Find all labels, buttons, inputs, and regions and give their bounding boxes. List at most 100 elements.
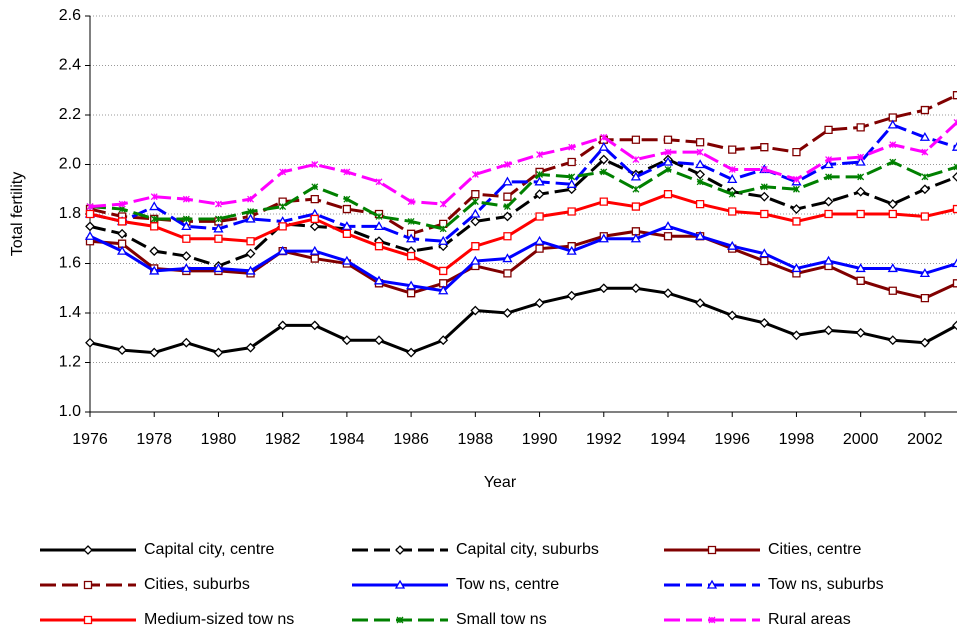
marker [631,202,641,211]
marker [662,221,674,231]
marker [760,143,769,152]
marker [181,251,192,261]
marker [695,138,705,147]
marker [341,255,353,265]
marker [277,245,288,255]
marker [598,154,609,165]
marker [696,148,704,156]
marker [888,113,897,122]
marker [343,168,351,176]
marker [887,119,898,129]
marker [502,308,513,318]
marker [600,133,608,141]
marker [599,197,608,206]
marker [503,269,512,278]
y-axis-title: Total fertility [9,172,26,256]
marker [246,237,255,246]
marker [278,222,287,231]
marker [694,230,706,240]
marker [760,165,768,173]
marker [471,170,479,178]
marker [471,242,480,251]
marker [214,215,222,223]
marker [309,245,320,255]
marker [247,208,255,215]
x-tick-label: 2000 [843,431,879,448]
marker [310,195,319,204]
marker [245,248,256,259]
marker [373,275,385,285]
marker [857,153,865,161]
marker [759,317,770,328]
marker [149,201,160,211]
series-line [89,157,957,268]
marker [534,176,545,186]
marker [471,190,480,199]
marker [439,266,448,276]
marker [567,207,576,216]
y-tick-label: 1.2 [59,354,81,371]
marker [889,158,897,166]
marker [341,221,353,231]
marker [503,192,512,201]
legend-label: Rural areas [768,611,851,628]
marker [632,156,640,164]
marker [598,141,609,151]
legend-marker [707,545,717,555]
marker [662,156,674,166]
x-tick-label: 1984 [329,431,365,448]
marker [568,143,576,151]
marker [952,91,957,100]
marker [374,335,384,346]
marker [534,298,545,309]
marker [568,173,576,181]
marker [534,189,545,200]
marker [728,165,736,173]
marker [502,211,513,222]
marker [920,105,930,115]
marker [375,178,383,186]
marker [887,263,898,273]
legend-label: Cities, centre [768,541,861,558]
x-tick-label: 1994 [650,431,686,448]
marker [309,221,320,232]
marker [823,325,834,336]
x-tick-label: 1978 [136,431,172,448]
marker [470,208,481,218]
marker [116,245,128,255]
marker [438,335,449,346]
marker [663,232,673,241]
marker [631,135,641,144]
marker [888,209,897,219]
legend-label: Capital city, suburbs [456,541,599,558]
marker [373,221,385,231]
marker [856,276,865,285]
marker [856,123,865,132]
x-tick-label: 1992 [586,431,622,448]
marker [535,212,544,221]
marker [694,159,706,169]
legend-marker [83,545,93,555]
marker [84,230,96,240]
marker [405,280,417,290]
marker [213,263,224,273]
marker [406,289,416,298]
marker [856,209,865,219]
marker [887,335,898,346]
marker [791,263,802,273]
marker [728,190,736,198]
marker [792,147,801,157]
marker [791,330,802,341]
marker [760,183,768,191]
marker [405,233,417,243]
marker [214,200,222,208]
marker [696,178,704,186]
marker [632,185,640,193]
marker [149,246,160,257]
marker [150,222,159,231]
marker [630,283,641,294]
marker [695,169,706,180]
x-tick-label: 2002 [907,431,943,448]
marker [117,228,128,239]
